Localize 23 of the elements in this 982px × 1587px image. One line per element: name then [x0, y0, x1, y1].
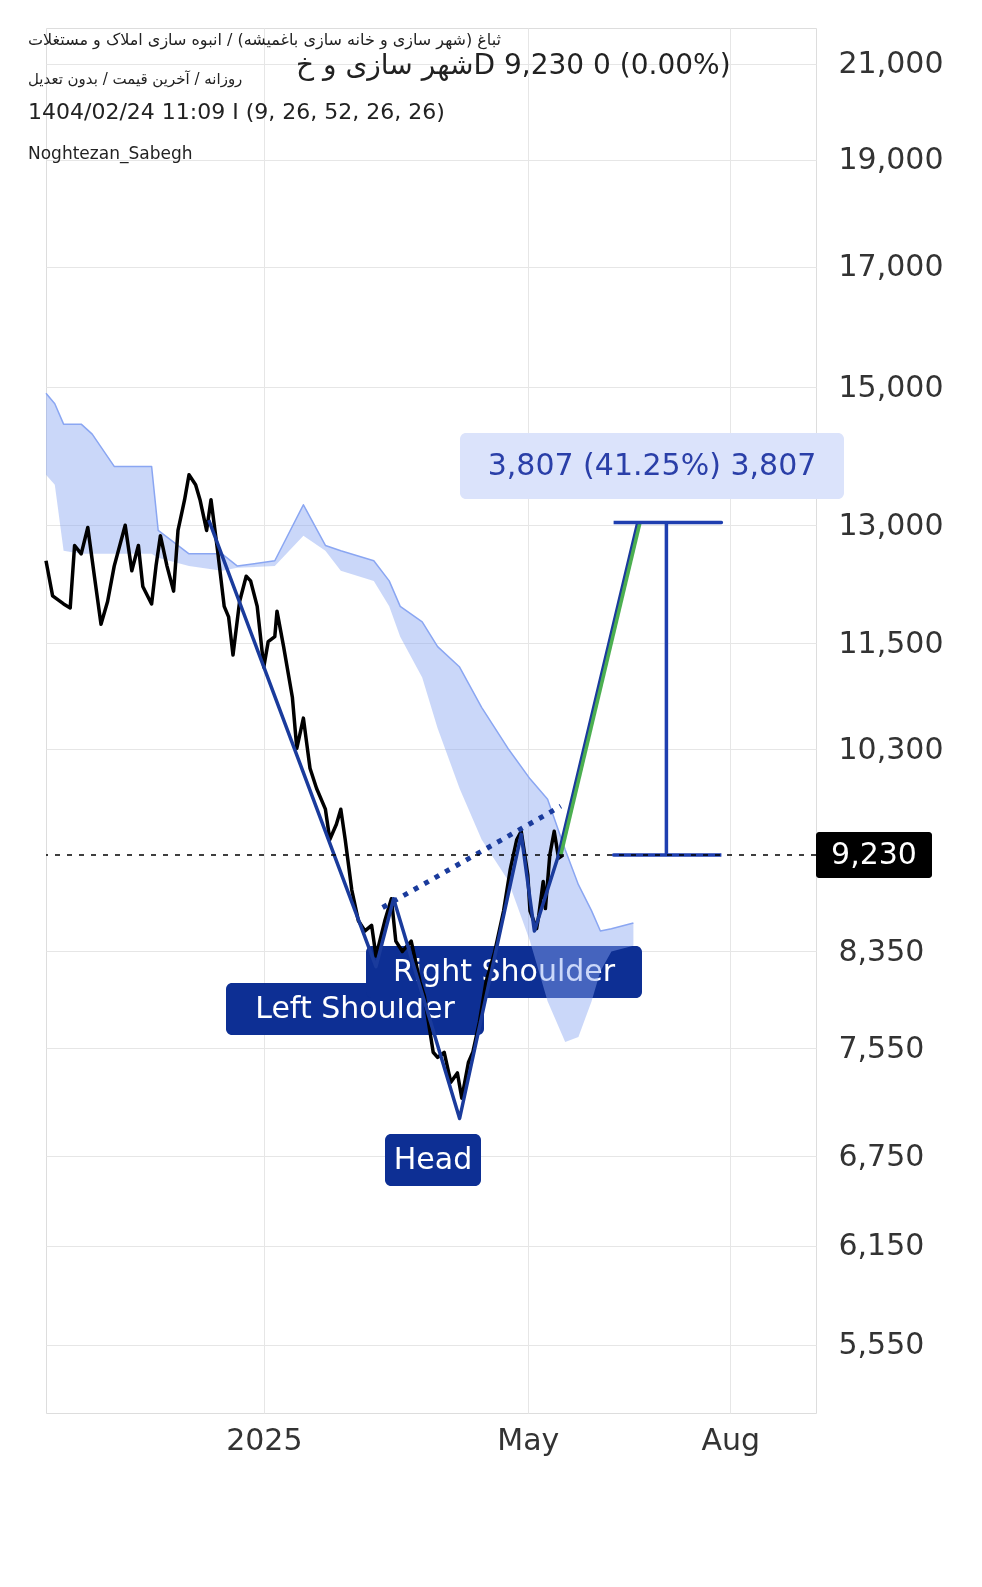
x-tick-label: 2025 [226, 1421, 303, 1457]
y-tick-label: 7,550 [838, 1029, 925, 1065]
y-tick-label: 13,000 [838, 506, 944, 542]
chart-title: ثباغ (شهر سازی و خانه سازی باغمیشه) / انبوه سازی املاک و مستغلات [28, 30, 501, 50]
y-tick-label: 21,000 [838, 45, 944, 81]
x-tick-label: May [497, 1421, 560, 1457]
y-tick-label: 15,000 [838, 368, 944, 404]
annotation: 3,807 (41.25%) 3,807 [487, 447, 817, 482]
annotation: Noghtezan_Sabegh [28, 143, 193, 164]
annotation: 1404/02/24 11:09 I (9, 26, 52, 26, 26) [28, 99, 445, 124]
x-tick-label: Aug [701, 1421, 760, 1457]
annotation: Left Shoulder [255, 990, 456, 1025]
y-tick-label: 6,150 [838, 1227, 925, 1263]
annotation: Head [393, 1141, 473, 1176]
y-tick-label: 6,750 [838, 1137, 925, 1173]
ref-line-label: 9,230 [831, 836, 917, 871]
y-tick-label: 11,500 [838, 624, 944, 660]
y-tick-label: 19,000 [838, 141, 944, 177]
y-tick-label: 5,550 [838, 1326, 925, 1362]
y-tick-label: 8,350 [838, 932, 925, 968]
annotation: روزانه / آخرین قیمت / بدون تعدیل [28, 70, 243, 88]
y-tick-label: 17,000 [838, 248, 944, 284]
y-tick-label: 10,300 [838, 730, 944, 766]
